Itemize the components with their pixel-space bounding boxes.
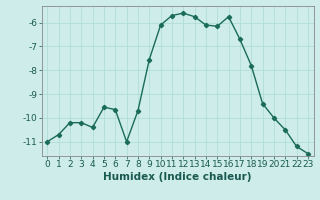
X-axis label: Humidex (Indice chaleur): Humidex (Indice chaleur) — [103, 172, 252, 182]
